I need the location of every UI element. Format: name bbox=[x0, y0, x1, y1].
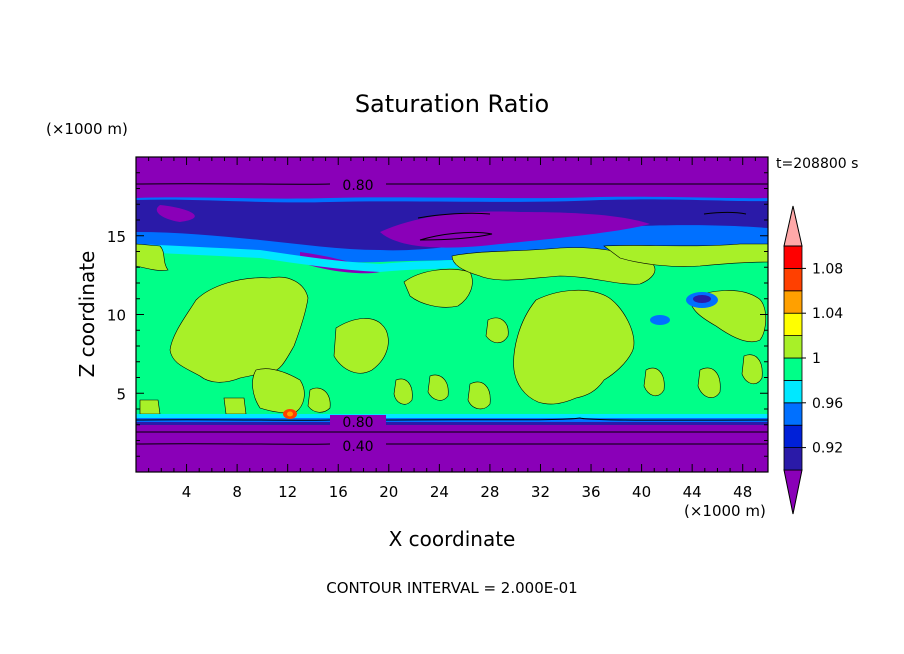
x-tick-label: 4 bbox=[182, 483, 192, 501]
field-upper-purple-blobs bbox=[156, 205, 651, 274]
field-bottom-band bbox=[136, 425, 768, 472]
x-tick-label: 20 bbox=[379, 483, 398, 501]
contour-label-mid: 0.80 bbox=[342, 415, 373, 431]
colorbar-bin bbox=[783, 379, 803, 404]
field-darkblue-low bbox=[136, 422, 768, 425]
colorbar-tick-label: 0.92 bbox=[812, 441, 843, 457]
colorbar-tick-label: 0.96 bbox=[812, 396, 843, 412]
contour-label-group: 0.80 0.80 0.40 bbox=[330, 177, 386, 455]
colorbar: 0.92 0.96 1 1.04 1.08 bbox=[783, 205, 843, 515]
contour-lines bbox=[136, 183, 768, 445]
colorbar-max-extension bbox=[783, 205, 803, 247]
x-tick-label: 24 bbox=[430, 483, 449, 501]
x-tick-label: 16 bbox=[329, 483, 348, 501]
y-tick-label: 5 bbox=[116, 385, 126, 403]
colorbar-bin bbox=[783, 335, 803, 359]
colorbar-tick-label: 1.08 bbox=[812, 261, 843, 277]
colorbar-bin bbox=[783, 357, 803, 381]
x-axis-title: X coordinate bbox=[389, 527, 516, 551]
field-blue-patch-2 bbox=[650, 315, 670, 325]
x-tick-label: 36 bbox=[581, 483, 600, 501]
colorbar-bin bbox=[783, 447, 803, 471]
field-green-blobs bbox=[136, 243, 768, 415]
saturation-field: 0.80 0.80 0.40 bbox=[136, 157, 768, 472]
x-tick-label: 48 bbox=[733, 483, 752, 501]
x-tick-label: 40 bbox=[632, 483, 651, 501]
time-label: t=208800 s bbox=[776, 156, 858, 172]
contour-label-top: 0.80 bbox=[342, 178, 373, 194]
y-tick-label: 15 bbox=[107, 228, 126, 246]
y-tick-label: 10 bbox=[107, 307, 126, 325]
x-tick-label: 12 bbox=[278, 483, 297, 501]
chart-title: Saturation Ratio bbox=[355, 90, 549, 118]
field-warm-spot-core bbox=[287, 411, 293, 417]
y-axis: 5 10 15 bbox=[107, 172, 768, 457]
x-tick-label: 28 bbox=[480, 483, 499, 501]
colorbar-bin bbox=[783, 424, 803, 449]
contour-interval-footer: CONTOUR INTERVAL = 2.000E-01 bbox=[326, 579, 577, 597]
field-top-band bbox=[136, 157, 768, 204]
colorbar-min-extension bbox=[783, 469, 803, 515]
y-units-label: (×1000 m) bbox=[46, 120, 128, 138]
colorbar-bin bbox=[783, 245, 803, 269]
colorbar-tick-label: 1.04 bbox=[812, 306, 843, 322]
colorbar-bin bbox=[783, 312, 803, 337]
x-tick-label: 44 bbox=[683, 483, 702, 501]
colorbar-bin bbox=[783, 267, 803, 292]
x-tick-label: 8 bbox=[232, 483, 242, 501]
x-units-label: (×1000 m) bbox=[684, 502, 766, 520]
x-axis: 4 8 12 16 20 24 28 32 36 40 44 48 bbox=[148, 157, 756, 501]
colorbar-tick-label: 1 bbox=[812, 351, 821, 367]
contour-label-low: 0.40 bbox=[342, 439, 373, 455]
colorbar-bin bbox=[783, 290, 803, 314]
colorbar-bin bbox=[783, 402, 803, 426]
field-darkblue-patch bbox=[693, 295, 711, 303]
field-cyan-low bbox=[136, 414, 768, 418]
y-axis-title: Z coordinate bbox=[75, 251, 99, 378]
x-tick-label: 32 bbox=[531, 483, 550, 501]
